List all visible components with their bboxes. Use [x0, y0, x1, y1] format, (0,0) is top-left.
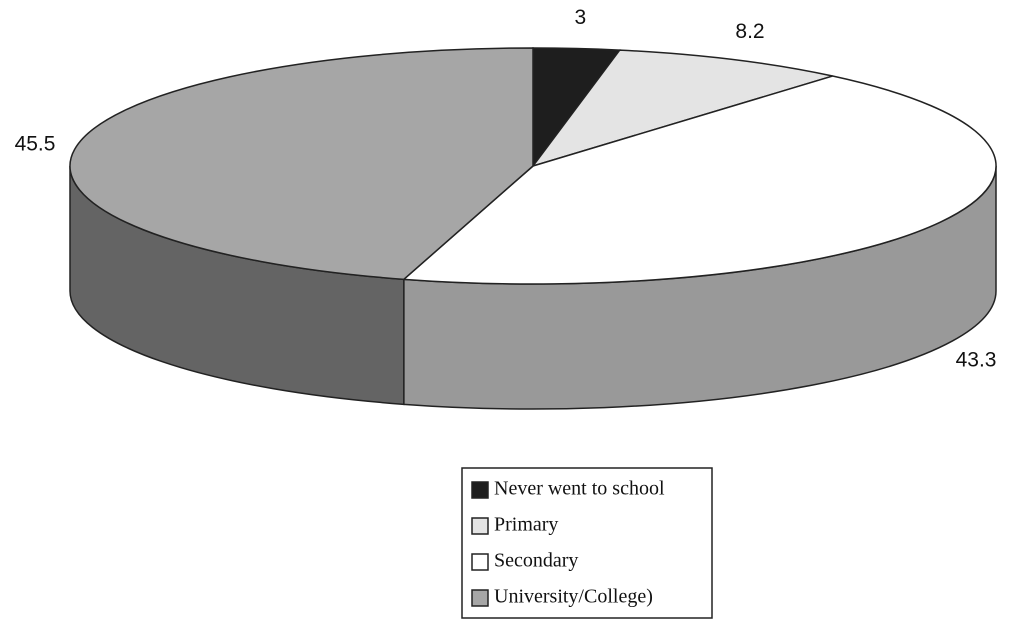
- pie-slice: [401, 75, 997, 285]
- pie-tops: [69, 47, 997, 285]
- legend-label: University/College): [494, 586, 653, 608]
- legend-swatch: [471, 481, 489, 499]
- legend-swatch: [471, 589, 489, 607]
- value-label: 45.5: [15, 133, 56, 156]
- value-label: 43.3: [956, 349, 997, 372]
- value-label: 8.2: [735, 20, 764, 43]
- legend: Never went to school Primary Secondary Univ…: [471, 478, 665, 608]
- value-label: 3: [574, 6, 586, 29]
- value-labels: 3 8.2 43.3 45.5: [15, 6, 997, 371]
- pie-slice: [531, 49, 833, 168]
- legend-label: Never went to school: [494, 478, 665, 500]
- legend-label: Primary: [494, 514, 558, 536]
- legend-box: [461, 467, 713, 619]
- legend-swatch: [471, 517, 489, 535]
- pie-slice: [69, 47, 534, 281]
- legend-label: Secondary: [494, 550, 578, 572]
- legend-swatch: [471, 553, 489, 571]
